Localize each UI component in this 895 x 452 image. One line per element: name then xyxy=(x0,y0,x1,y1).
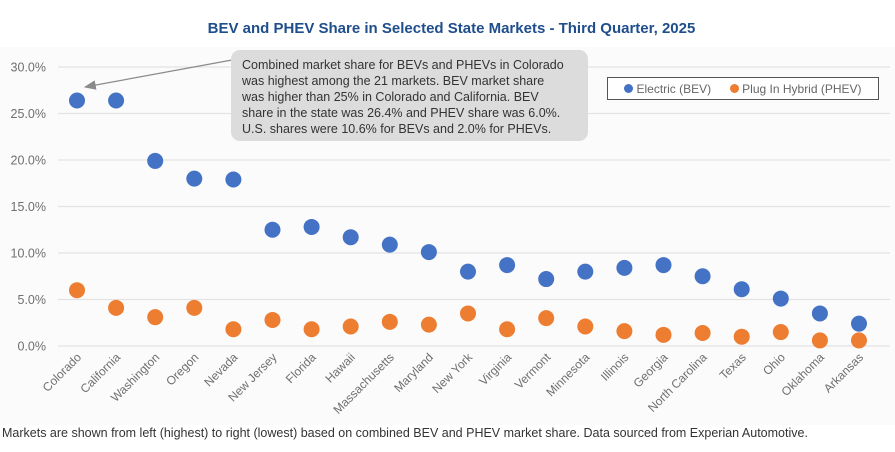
phev-point xyxy=(851,332,867,349)
y-tick-label: 0.0% xyxy=(18,340,47,354)
bev-point xyxy=(851,315,867,332)
phev-point xyxy=(420,316,437,333)
phev-point xyxy=(186,299,203,316)
phev-point xyxy=(147,309,164,326)
phev-point xyxy=(499,321,516,338)
phev-point xyxy=(577,318,594,335)
chart-title: BEV and PHEV Share in Selected State Mar… xyxy=(207,20,696,37)
x-category-label: Hawaii xyxy=(322,350,357,385)
phev-point xyxy=(655,326,672,343)
x-category-label: Nevada xyxy=(201,350,240,389)
phev-point xyxy=(772,324,789,341)
phev-point xyxy=(225,321,242,338)
legend-item-phev[interactable]: Plug In Hybrid (PHEV) xyxy=(730,81,862,96)
y-tick-label: 20.0% xyxy=(11,154,46,168)
phev-point xyxy=(108,299,125,316)
bev-point xyxy=(420,244,437,261)
bev-point xyxy=(811,305,828,322)
phev-point xyxy=(538,310,555,327)
phev-point xyxy=(264,311,281,328)
annotation-line: Combined market share for BEVs and PHEVs… xyxy=(242,58,564,72)
phev-point xyxy=(460,305,476,322)
x-category-label: Texas xyxy=(717,350,749,382)
y-tick-label: 5.0% xyxy=(18,293,47,307)
annotation-callout: Combined market share for BEVs and PHEVs… xyxy=(231,50,588,141)
data-points xyxy=(69,92,867,349)
legend: Electric (BEV) Plug In Hybrid (PHEV) xyxy=(607,77,879,100)
annotation-arrow xyxy=(83,59,233,90)
annotation-line: was highest among the 21 markets. BEV ma… xyxy=(242,74,545,88)
x-category-label: Illinois xyxy=(598,350,631,383)
annotation-line: U.S. shares were 10.6% for BEVs and 2.0%… xyxy=(242,122,552,136)
phev-point xyxy=(811,332,828,349)
x-category-label: New York xyxy=(429,350,475,396)
x-category-label: Maryland xyxy=(391,350,436,395)
y-tick-label: 30.0% xyxy=(11,61,46,75)
x-category-label: Oklahoma xyxy=(778,350,827,399)
x-category-label: Minnesota xyxy=(543,350,592,399)
bev-point xyxy=(108,92,125,109)
bev-point xyxy=(772,290,789,307)
x-category-label: Florida xyxy=(283,350,319,386)
footnote: Markets are shown from left (highest) to… xyxy=(2,426,808,440)
bev-point xyxy=(460,263,476,280)
bev-point xyxy=(694,268,711,285)
bev-point xyxy=(147,152,164,169)
y-tick-label: 10.0% xyxy=(11,247,46,261)
bev-point xyxy=(69,92,85,109)
x-category-label: Colorado xyxy=(40,350,85,395)
phev-point xyxy=(69,282,85,299)
bev-point xyxy=(655,257,672,274)
y-tick-label: 25.0% xyxy=(11,107,46,121)
bev-marker-icon xyxy=(624,84,634,93)
phev-point xyxy=(381,313,398,330)
bev-point xyxy=(225,171,242,188)
bev-point xyxy=(186,170,203,187)
annotation-line: share in the state was 26.4% and PHEV sh… xyxy=(242,106,561,120)
phev-point xyxy=(733,328,750,345)
bev-point xyxy=(264,221,281,238)
legend-item-bev[interactable]: Electric (BEV) xyxy=(624,82,711,96)
bev-point xyxy=(342,229,359,246)
bev-point xyxy=(733,281,750,298)
x-category-label: Oregon xyxy=(163,350,201,388)
y-tick-label: 15.0% xyxy=(11,200,46,214)
phev-point xyxy=(342,318,359,335)
bev-point xyxy=(303,218,320,235)
bev-point xyxy=(538,271,555,288)
annotation-line: was higher than 25% in Colorado and Cali… xyxy=(242,90,539,104)
x-category-label: Ohio xyxy=(760,350,788,378)
bev-point xyxy=(381,236,398,253)
x-category-label: Arkansas xyxy=(821,350,866,395)
phev-marker-icon xyxy=(730,84,740,93)
y-axis-ticks: 0.0% 5.0% 10.0% 15.0% 20.0% 25.0% 30.0% xyxy=(11,61,46,354)
bev-point xyxy=(616,259,633,276)
legend-label: Electric (BEV) xyxy=(636,81,712,96)
phev-point xyxy=(694,324,711,341)
bev-point xyxy=(577,263,594,280)
x-category-label: Virginia xyxy=(476,350,514,388)
phev-point xyxy=(303,321,320,338)
legend-label: Plug In Hybrid (PHEV) xyxy=(742,81,862,96)
bev-point xyxy=(499,257,516,274)
phev-point xyxy=(616,323,633,340)
annotation-arrow-group xyxy=(83,59,233,90)
